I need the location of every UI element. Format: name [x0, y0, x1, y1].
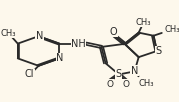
- Text: O: O: [110, 27, 117, 37]
- Text: S: S: [156, 46, 162, 56]
- Text: CH₃: CH₃: [138, 79, 154, 88]
- Text: CH₃: CH₃: [136, 18, 151, 27]
- Text: CH₃: CH₃: [164, 25, 179, 34]
- Text: CH₃: CH₃: [1, 29, 16, 38]
- Text: S: S: [116, 69, 122, 79]
- Text: N: N: [57, 53, 64, 63]
- Text: O: O: [106, 80, 113, 89]
- Text: NH: NH: [71, 39, 86, 49]
- Text: Cl: Cl: [25, 69, 34, 79]
- Text: O: O: [123, 80, 130, 89]
- Text: N: N: [131, 66, 138, 76]
- Text: N: N: [36, 31, 43, 41]
